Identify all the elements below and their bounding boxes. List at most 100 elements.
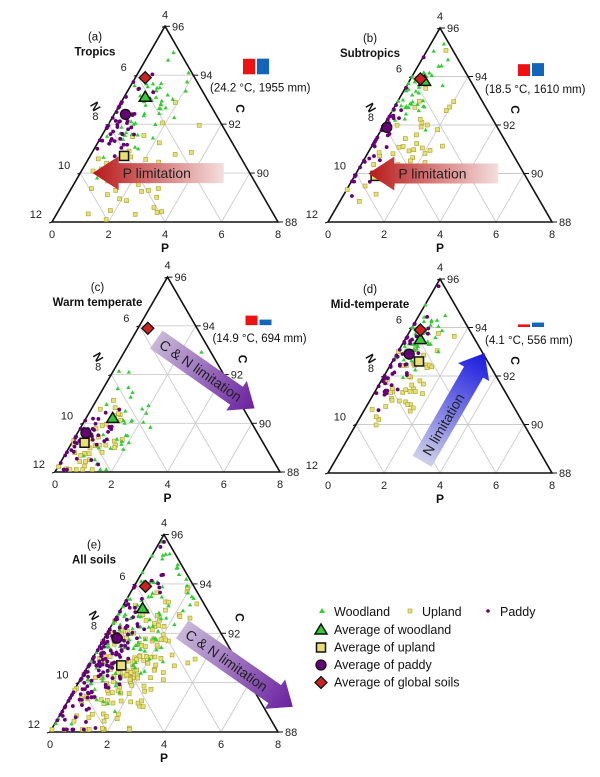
paddy-point (96, 433, 101, 438)
woodland-point (123, 408, 128, 413)
tick-p: 0 (52, 479, 58, 491)
woodland-point (121, 447, 126, 451)
woodland-point (407, 101, 413, 106)
woodland-point (167, 551, 172, 556)
woodland-point (443, 313, 448, 318)
paddy-point (131, 615, 136, 620)
woodland-point (404, 88, 409, 93)
paddy-point (105, 639, 110, 644)
paddy-point (105, 659, 110, 664)
paddy-point (91, 416, 95, 421)
gridline (411, 76, 497, 223)
upland-point (371, 162, 376, 167)
paddy-point (58, 461, 63, 465)
woodland-point (165, 57, 171, 62)
gridline (108, 74, 194, 223)
woodland-point (104, 467, 109, 471)
paddy-point (96, 674, 101, 679)
woodland-point (429, 73, 435, 77)
axis-label-c: C (508, 105, 522, 114)
upland-point (443, 108, 449, 113)
woodland-point (184, 583, 190, 588)
upland-point (99, 423, 105, 428)
panel-label: (e) (87, 540, 101, 552)
tick-c: 94 (203, 321, 215, 333)
paddy-point (61, 727, 66, 732)
paddy-point (376, 384, 381, 389)
paddy-point (376, 408, 381, 413)
tick-mark (46, 731, 51, 734)
legend-paddy: Paddy (500, 605, 536, 619)
woodland-point (153, 636, 159, 641)
woodland-point (180, 608, 186, 613)
tick-mark (132, 583, 136, 586)
upland-point (389, 397, 395, 403)
woodland-point (176, 572, 182, 576)
paddy-point (391, 357, 396, 362)
upland-point (158, 637, 164, 642)
tick-c: 96 (175, 272, 187, 284)
paddy-point (83, 418, 88, 423)
woodland-point (113, 683, 118, 688)
upland-point (159, 209, 165, 214)
legend-paddy-icon (486, 609, 490, 613)
woodland-point (130, 663, 136, 667)
woodland-point (123, 130, 129, 135)
upland-point (107, 654, 113, 659)
woodland-point (135, 146, 141, 151)
upland-point (373, 191, 379, 197)
paddy-point (408, 341, 413, 346)
paddy-point (159, 573, 164, 578)
woodland-point (428, 322, 433, 327)
paddy-point (381, 379, 385, 384)
woodland-point (184, 576, 189, 581)
tick-n: 12 (30, 209, 42, 221)
paddy-point (82, 680, 87, 685)
paddy-point (89, 678, 94, 683)
tick-p: 0 (47, 739, 53, 751)
panel-title: Warm temperate (53, 297, 143, 309)
upland-point (157, 140, 162, 146)
paddy-point (425, 315, 430, 319)
paddy-point (58, 712, 63, 717)
upland-point (80, 467, 86, 472)
tick-n: 12 (306, 209, 318, 221)
woodland-point (94, 175, 100, 180)
paddy-point (100, 657, 105, 662)
upland-point (405, 402, 410, 407)
upland-point (151, 667, 157, 673)
upland-point (185, 660, 191, 666)
precipitation-bar (532, 63, 544, 77)
woodland-point (160, 553, 166, 557)
tick-mark (79, 422, 84, 425)
woodland-point (439, 328, 445, 333)
woodland-point (112, 709, 118, 713)
woodland-point (122, 133, 128, 137)
paddy-point (65, 727, 69, 732)
paddy-point (81, 727, 86, 732)
woodland-point (92, 457, 98, 462)
woodland-point (416, 108, 422, 113)
series-paddy (55, 540, 166, 732)
woodland-point (414, 346, 419, 351)
tick-n: 12 (28, 719, 40, 731)
upland-point (410, 405, 416, 411)
woodland-point (400, 375, 406, 380)
woodland-point (121, 418, 126, 423)
series-paddy (374, 284, 441, 413)
paddy-point (102, 651, 106, 655)
woodland-point (413, 367, 418, 372)
axis-label-c: C (236, 355, 250, 364)
woodland-point (153, 95, 159, 99)
average-paddy-marker (119, 108, 132, 121)
paddy-point (126, 127, 131, 132)
tick-c: 94 (475, 72, 487, 84)
upland-point (344, 187, 350, 193)
upland-point (397, 398, 402, 404)
tick-p: 4 (161, 739, 167, 751)
upland-point (139, 189, 144, 194)
paddy-point (63, 704, 68, 709)
axis-label-c: C (233, 613, 247, 622)
paddy-point (110, 676, 115, 681)
upland-point (451, 333, 457, 339)
